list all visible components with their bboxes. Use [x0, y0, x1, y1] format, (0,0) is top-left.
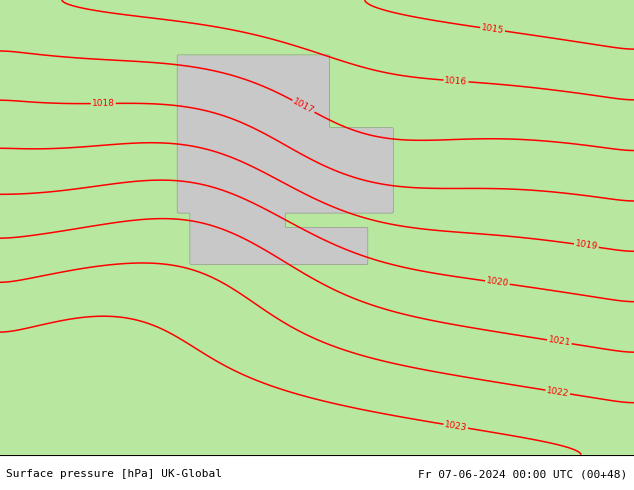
Text: 1020: 1020	[486, 276, 509, 289]
Text: 1022: 1022	[546, 386, 570, 398]
Text: 1023: 1023	[444, 420, 468, 433]
Text: Fr 07-06-2024 00:00 UTC (00+48): Fr 07-06-2024 00:00 UTC (00+48)	[418, 469, 628, 479]
Text: 1015: 1015	[481, 23, 505, 35]
Text: 1019: 1019	[574, 240, 598, 252]
Text: Surface pressure [hPa] UK-Global: Surface pressure [hPa] UK-Global	[6, 469, 223, 479]
Text: 1021: 1021	[547, 336, 571, 348]
Text: 1017: 1017	[291, 97, 316, 116]
Text: 1018: 1018	[92, 99, 115, 108]
Text: 1016: 1016	[444, 75, 468, 86]
